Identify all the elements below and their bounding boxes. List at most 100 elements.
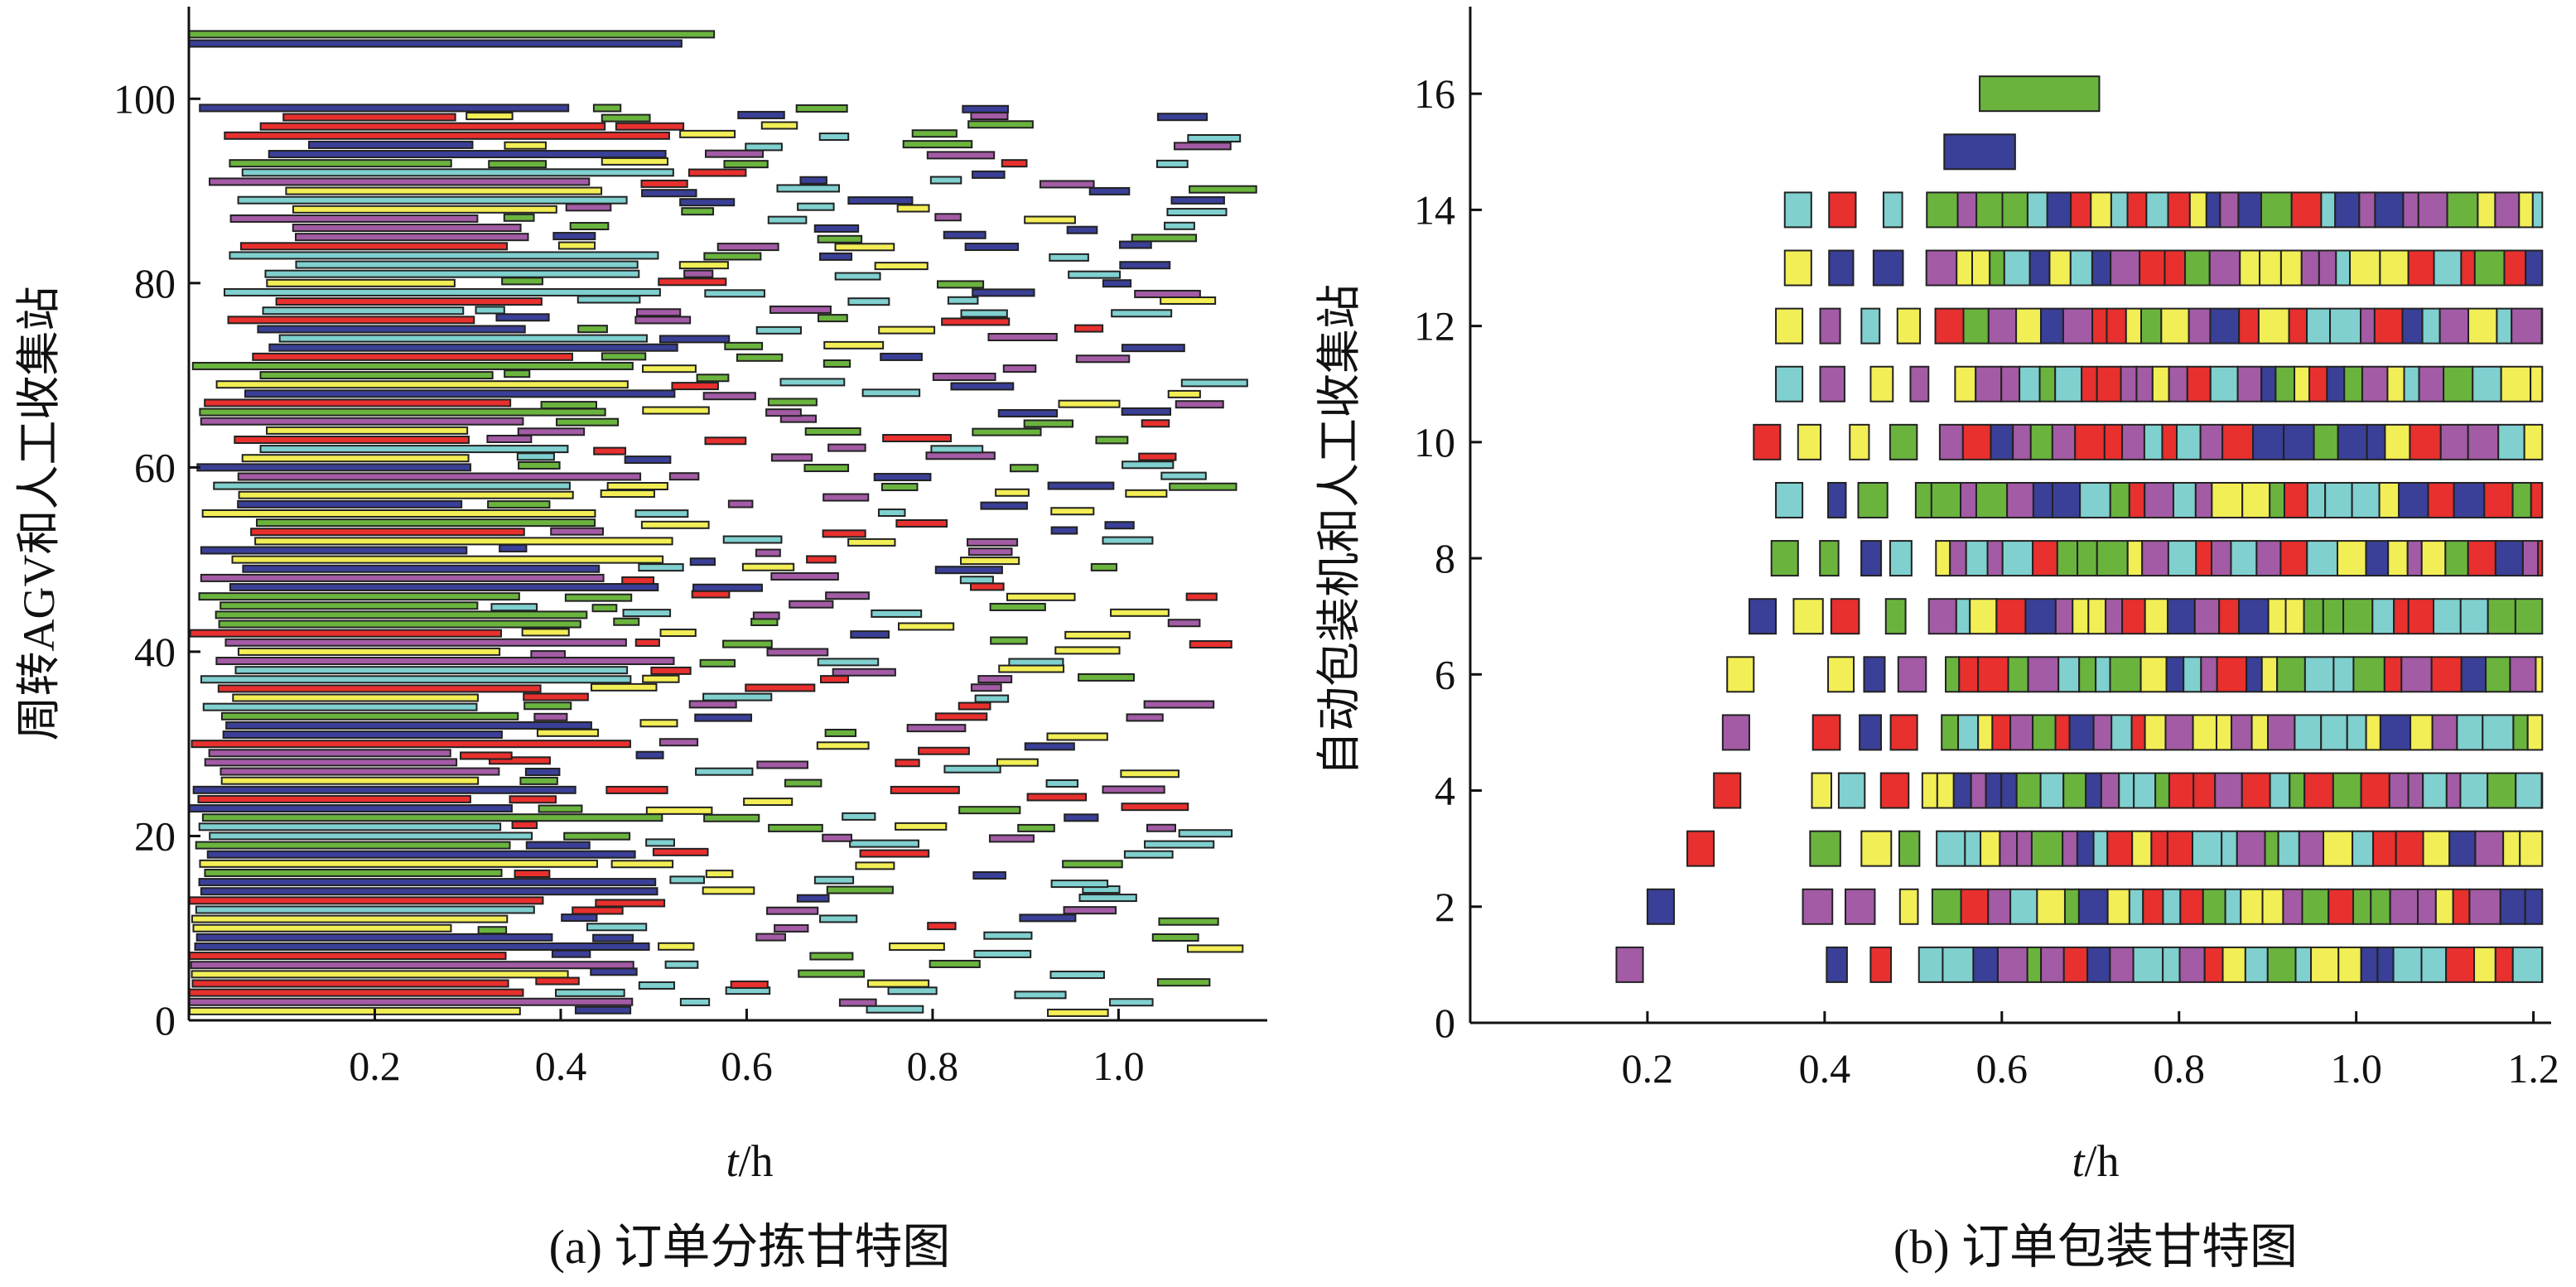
gantt-bar — [724, 341, 764, 350]
gantt-bar — [256, 518, 596, 528]
gantt-bar — [2040, 307, 2064, 345]
chart-a-y-ticks: 0 20 40 60 80 100 — [113, 75, 200, 1044]
chart-b-axes — [1469, 7, 2551, 1024]
gantt-bar — [1160, 471, 1207, 480]
gantt-bar — [1869, 946, 1893, 983]
gantt-bar — [1970, 772, 1987, 809]
gantt-bar — [813, 875, 855, 885]
gantt-bar — [722, 639, 773, 648]
gantt-bar — [2072, 598, 2090, 635]
gantt-bar — [1914, 481, 1932, 518]
gantt-bar — [1090, 562, 1118, 571]
gantt-bar — [295, 233, 529, 242]
gantt-bar — [2540, 307, 2544, 345]
gantt-bar — [2328, 888, 2355, 925]
gantt-bar — [877, 509, 906, 518]
gantt-bar — [621, 576, 655, 585]
gantt-bar — [797, 202, 835, 211]
gantt-bar — [652, 847, 709, 856]
gantt-bar — [2032, 714, 2057, 751]
gantt-bar — [188, 997, 634, 1006]
gantt-bar — [2144, 714, 2167, 751]
chart-a-x-label-rest: /h — [739, 1136, 774, 1186]
gantt-bar — [2092, 714, 2113, 751]
gantt-bar — [1102, 785, 1165, 794]
gantt-bar — [1935, 540, 1951, 577]
gantt-bar — [1809, 830, 1841, 867]
gantt-bar — [477, 926, 508, 935]
gantt-bar — [188, 39, 683, 48]
gantt-bar — [932, 372, 996, 381]
gantt-bar — [2301, 888, 2330, 925]
gantt-bar — [2530, 481, 2544, 518]
gantt-bar — [1860, 307, 1881, 345]
gantt-bar — [847, 297, 890, 306]
gantt-bar — [2081, 365, 2098, 402]
gantt-bar — [2165, 656, 2185, 693]
chart-b-x-label-rest: /h — [2085, 1136, 2120, 1186]
gantt-bar — [2275, 365, 2296, 402]
gantt-bar — [2032, 481, 2053, 518]
gantt-bar — [2260, 365, 2277, 402]
gantt-bar — [2209, 307, 2241, 345]
gantt-bar — [2503, 249, 2527, 287]
gantt-bar — [2298, 830, 2325, 867]
gantt-bar — [208, 749, 451, 758]
gantt-bar — [2379, 249, 2410, 287]
gantt-bar — [874, 262, 929, 271]
gantt-bar — [268, 343, 678, 352]
gantt-bar — [1962, 307, 1990, 345]
gantt-bar — [716, 243, 779, 252]
gantt-bar — [642, 406, 710, 415]
chart-a-y-tick-label: 60 — [134, 444, 176, 490]
gantt-bar — [1166, 208, 1228, 217]
gantt-bar — [1175, 400, 1224, 409]
gantt-bar — [906, 724, 967, 733]
gantt-bar — [197, 794, 471, 803]
gantt-bar — [2518, 191, 2534, 229]
gantt-bar — [2366, 423, 2386, 460]
gantt-bar — [241, 168, 674, 177]
gantt-bar — [1979, 75, 2101, 113]
gantt-bar — [2418, 365, 2445, 402]
gantt-bar — [1646, 888, 1676, 925]
gantt-bar — [2168, 772, 2195, 809]
gantt-bar — [2502, 830, 2521, 867]
chart-a-bars — [188, 30, 1257, 1017]
gantt-bar — [2056, 540, 2079, 577]
gantt-bar — [723, 160, 769, 169]
gantt-bar — [2473, 946, 2496, 983]
gantt-bar — [1120, 769, 1179, 778]
gantt-bar — [967, 547, 1013, 557]
gantt-bar — [2322, 598, 2345, 635]
gantt-bar — [2306, 481, 2327, 518]
gantt-bar — [2139, 656, 2168, 693]
gantt-bar — [610, 860, 674, 869]
gantt-bar — [1941, 714, 1960, 751]
gantt-bar — [2218, 598, 2241, 635]
gantt-bar — [2373, 307, 2404, 345]
gantt-bar — [2444, 540, 2469, 577]
gantt-bar — [1938, 423, 1964, 460]
gantt-bar — [2303, 772, 2334, 809]
gantt-bar — [2332, 772, 2362, 809]
gantt-bar — [564, 593, 633, 602]
gantt-bar — [229, 159, 452, 168]
gantt-bar — [503, 213, 535, 222]
gantt-bar — [275, 297, 543, 306]
gantt-bar — [776, 184, 841, 193]
gantt-bar — [699, 658, 736, 668]
gantt-bar — [1049, 971, 1105, 980]
gantt-bar — [2241, 772, 2271, 809]
gantt-bar — [819, 914, 858, 923]
gantt-bar — [2062, 946, 2089, 983]
gantt-bar — [590, 967, 638, 976]
gantt-bar — [1002, 364, 1037, 374]
gantt-bar — [292, 205, 557, 214]
gantt-bar — [239, 242, 509, 251]
gantt-bar — [191, 979, 509, 988]
gantt-bar — [795, 104, 848, 113]
gantt-bar — [204, 758, 458, 767]
gantt-bar — [1897, 656, 1927, 693]
gantt-bar — [292, 224, 522, 233]
